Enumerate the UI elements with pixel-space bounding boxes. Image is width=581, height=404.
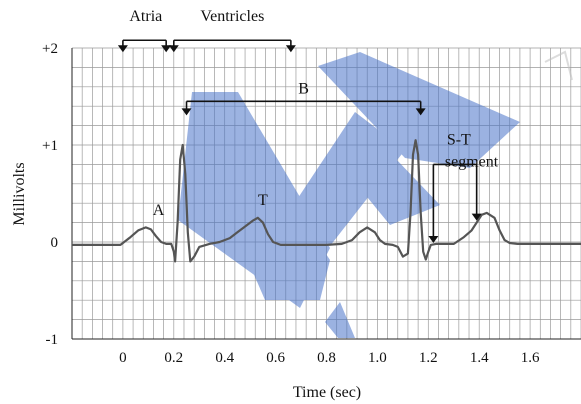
st-bracket-left-arrowhead — [428, 235, 439, 243]
annotations: Atria Ventricles B S-T segment A T — [129, 8, 498, 219]
watermark-stripe — [290, 112, 405, 246]
st-bracket-right-arrowhead — [471, 213, 482, 221]
ventricles-bracket-left-arrowhead — [168, 45, 179, 53]
annotation-label: B — [298, 81, 309, 98]
atria-bracket-right-arrowhead — [161, 45, 172, 53]
b-bracket-right-arrowhead — [415, 108, 426, 116]
annotation-label: segment — [445, 154, 499, 171]
x-tick-label: 0 — [119, 350, 127, 366]
watermark-corner-mark — [544, 50, 573, 81]
y-tick-label: -1 — [46, 332, 59, 348]
x-tick-label: 1.0 — [368, 350, 387, 366]
x-tick-label: 1.6 — [521, 350, 540, 366]
x-tick-label: 0.2 — [164, 350, 183, 366]
x-axis-label: Time (sec) — [293, 384, 361, 401]
series-lines — [72, 139, 581, 263]
x-tick-label: 0.8 — [317, 350, 336, 366]
interval-brackets — [117, 39, 482, 243]
y-tick-label: 0 — [51, 235, 59, 251]
x-tick-label: 1.4 — [470, 350, 489, 366]
watermark-stripe — [200, 138, 330, 300]
watermark-logo — [178, 50, 573, 338]
atria-bracket-left-arrowhead — [117, 45, 128, 53]
annotation-label: T — [258, 192, 268, 209]
y-axis-label: Millivolts — [11, 162, 28, 225]
tick-labels: 0 0.2 0.4 0.6 0.8 1.0 1.2 1.4 1.6 -1 0 +1 +2 — [42, 41, 540, 366]
ecg-trace — [72, 139, 581, 263]
annotation-label: Ventricles — [200, 8, 264, 25]
x-tick-label: 0.6 — [266, 350, 285, 366]
annotation-label: Atria — [129, 8, 162, 25]
b-bracket-left-arrowhead — [181, 108, 192, 116]
annotation-label: A — [153, 202, 165, 219]
y-tick-label: +2 — [42, 41, 58, 57]
y-tick-label: +1 — [42, 138, 58, 154]
annotation-label: S-T — [447, 132, 471, 149]
ventricles-bracket-right-arrowhead — [285, 45, 296, 53]
watermark-stripe — [325, 302, 355, 338]
chart-axes — [71, 48, 581, 340]
watermark-stripe — [345, 158, 440, 225]
x-tick-label: 1.2 — [419, 350, 438, 366]
x-tick-label: 0.4 — [215, 350, 234, 366]
